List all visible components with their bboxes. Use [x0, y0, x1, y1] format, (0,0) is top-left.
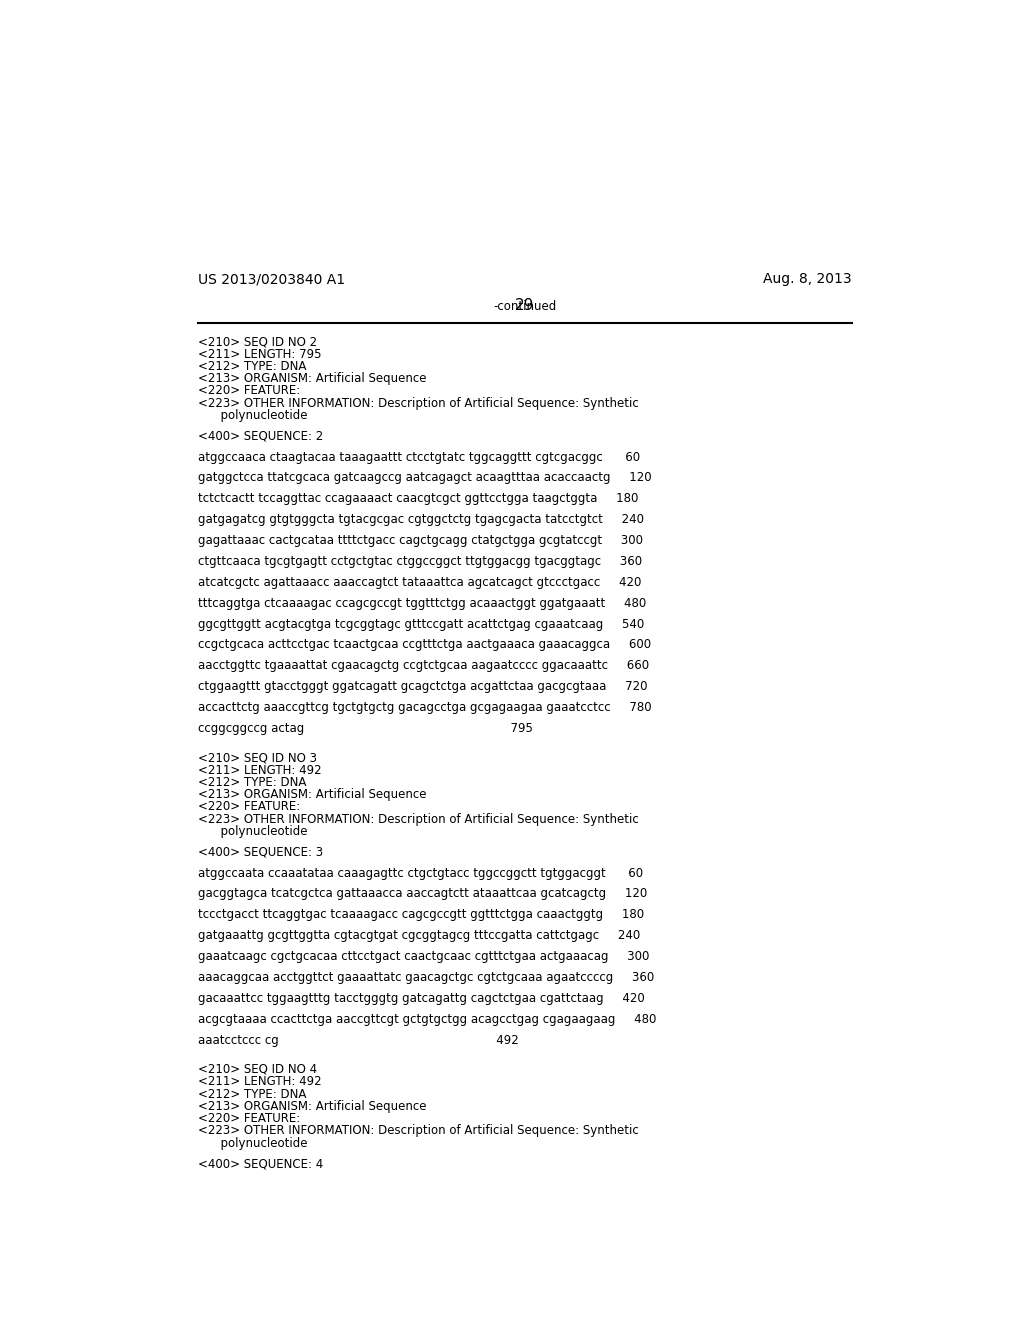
- Text: <211> LENGTH: 492: <211> LENGTH: 492: [198, 1076, 322, 1088]
- Text: tttcaggtga ctcaaaagac ccagcgccgt tggtttctgg acaaactggt ggatgaaatt     480: tttcaggtga ctcaaaagac ccagcgccgt tggtttc…: [198, 597, 646, 610]
- Text: atggccaata ccaaatataa caaagagttc ctgctgtacc tggccggctt tgtggacggt      60: atggccaata ccaaatataa caaagagttc ctgctgt…: [198, 867, 643, 879]
- Text: aaacaggcaa acctggttct gaaaattatc gaacagctgc cgtctgcaaa agaatccccg     360: aaacaggcaa acctggttct gaaaattatc gaacagc…: [198, 972, 654, 983]
- Text: Aug. 8, 2013: Aug. 8, 2013: [763, 272, 852, 286]
- Text: <210> SEQ ID NO 3: <210> SEQ ID NO 3: [198, 751, 316, 764]
- Text: <212> TYPE: DNA: <212> TYPE: DNA: [198, 776, 306, 789]
- Text: aacctggttc tgaaaattat cgaacagctg ccgtctgcaa aagaatcccc ggacaaattc     660: aacctggttc tgaaaattat cgaacagctg ccgtctg…: [198, 659, 649, 672]
- Text: <220> FEATURE:: <220> FEATURE:: [198, 1111, 300, 1125]
- Text: ggcgttggtt acgtacgtga tcgcggtagc gtttccgatt acattctgag cgaaatcaag     540: ggcgttggtt acgtacgtga tcgcggtagc gtttccg…: [198, 618, 644, 631]
- Text: polynucleotide: polynucleotide: [198, 409, 307, 422]
- Text: <223> OTHER INFORMATION: Description of Artificial Sequence: Synthetic: <223> OTHER INFORMATION: Description of …: [198, 813, 639, 825]
- Text: polynucleotide: polynucleotide: [198, 1137, 307, 1150]
- Text: atcatcgctc agattaaacc aaaccagtct tataaattca agcatcagct gtccctgacc     420: atcatcgctc agattaaacc aaaccagtct tataaat…: [198, 576, 641, 589]
- Text: ccgctgcaca acttcctgac tcaactgcaa ccgtttctga aactgaaaca gaaacaggca     600: ccgctgcaca acttcctgac tcaactgcaa ccgtttc…: [198, 639, 651, 651]
- Text: accacttctg aaaccgttcg tgctgtgctg gacagcctga gcgagaagaa gaaatcctcc     780: accacttctg aaaccgttcg tgctgtgctg gacagcc…: [198, 701, 651, 714]
- Text: gagattaaac cactgcataa ttttctgacc cagctgcagg ctatgctgga gcgtatccgt     300: gagattaaac cactgcataa ttttctgacc cagctgc…: [198, 535, 643, 546]
- Text: tctctcactt tccaggttac ccagaaaact caacgtcgct ggttcctgga taagctggta     180: tctctcactt tccaggttac ccagaaaact caacgtc…: [198, 492, 638, 506]
- Text: -continued: -continued: [494, 300, 556, 313]
- Text: <213> ORGANISM: Artificial Sequence: <213> ORGANISM: Artificial Sequence: [198, 788, 426, 801]
- Text: gacaaattcc tggaagtttg tacctgggtg gatcagattg cagctctgaa cgattctaag     420: gacaaattcc tggaagtttg tacctgggtg gatcaga…: [198, 991, 644, 1005]
- Text: polynucleotide: polynucleotide: [198, 825, 307, 838]
- Text: tccctgacct ttcaggtgac tcaaaagacc cagcgccgtt ggtttctgga caaactggtg     180: tccctgacct ttcaggtgac tcaaaagacc cagcgcc…: [198, 908, 644, 921]
- Text: <400> SEQUENCE: 2: <400> SEQUENCE: 2: [198, 430, 324, 442]
- Text: ccggcggccg actag                                                       795: ccggcggccg actag 795: [198, 722, 532, 735]
- Text: <211> LENGTH: 795: <211> LENGTH: 795: [198, 347, 322, 360]
- Text: <400> SEQUENCE: 4: <400> SEQUENCE: 4: [198, 1158, 324, 1171]
- Text: <211> LENGTH: 492: <211> LENGTH: 492: [198, 763, 322, 776]
- Text: gatggctcca ttatcgcaca gatcaagccg aatcagagct acaagtttaa acaccaactg     120: gatggctcca ttatcgcaca gatcaagccg aatcaga…: [198, 471, 651, 484]
- Text: gacggtagca tcatcgctca gattaaacca aaccagtctt ataaattcaa gcatcagctg     120: gacggtagca tcatcgctca gattaaacca aaccagt…: [198, 887, 647, 900]
- Text: <220> FEATURE:: <220> FEATURE:: [198, 384, 300, 397]
- Text: <213> ORGANISM: Artificial Sequence: <213> ORGANISM: Artificial Sequence: [198, 1100, 426, 1113]
- Text: gatgagatcg gtgtgggcta tgtacgcgac cgtggctctg tgagcgacta tatcctgtct     240: gatgagatcg gtgtgggcta tgtacgcgac cgtggct…: [198, 513, 644, 527]
- Text: gaaatcaagc cgctgcacaa cttcctgact caactgcaac cgtttctgaa actgaaacag     300: gaaatcaagc cgctgcacaa cttcctgact caactgc…: [198, 950, 649, 964]
- Text: <400> SEQUENCE: 3: <400> SEQUENCE: 3: [198, 846, 323, 859]
- Text: ctgttcaaca tgcgtgagtt cctgctgtac ctggccggct ttgtggacgg tgacggtagc     360: ctgttcaaca tgcgtgagtt cctgctgtac ctggccg…: [198, 554, 642, 568]
- Text: <223> OTHER INFORMATION: Description of Artificial Sequence: Synthetic: <223> OTHER INFORMATION: Description of …: [198, 396, 639, 409]
- Text: <212> TYPE: DNA: <212> TYPE: DNA: [198, 1088, 306, 1101]
- Text: ctggaagttt gtacctgggt ggatcagatt gcagctctga acgattctaa gacgcgtaaa     720: ctggaagttt gtacctgggt ggatcagatt gcagctc…: [198, 680, 647, 693]
- Text: <223> OTHER INFORMATION: Description of Artificial Sequence: Synthetic: <223> OTHER INFORMATION: Description of …: [198, 1125, 639, 1138]
- Text: 29: 29: [515, 297, 535, 313]
- Text: atggccaaca ctaagtacaa taaagaattt ctcctgtatc tggcaggttt cgtcgacggc      60: atggccaaca ctaagtacaa taaagaattt ctcctgt…: [198, 450, 640, 463]
- Text: <213> ORGANISM: Artificial Sequence: <213> ORGANISM: Artificial Sequence: [198, 372, 426, 385]
- Text: acgcgtaaaa ccacttctga aaccgttcgt gctgtgctgg acagcctgag cgagaagaag     480: acgcgtaaaa ccacttctga aaccgttcgt gctgtgc…: [198, 1012, 656, 1026]
- Text: gatgaaattg gcgttggtta cgtacgtgat cgcggtagcg tttccgatta cattctgagc     240: gatgaaattg gcgttggtta cgtacgtgat cgcggta…: [198, 929, 640, 942]
- Text: US 2013/0203840 A1: US 2013/0203840 A1: [198, 272, 345, 286]
- Text: <210> SEQ ID NO 4: <210> SEQ ID NO 4: [198, 1063, 317, 1076]
- Text: <210> SEQ ID NO 2: <210> SEQ ID NO 2: [198, 335, 317, 348]
- Text: <212> TYPE: DNA: <212> TYPE: DNA: [198, 360, 306, 372]
- Text: aaatcctccc cg                                                          492: aaatcctccc cg 492: [198, 1034, 518, 1047]
- Text: <220> FEATURE:: <220> FEATURE:: [198, 800, 300, 813]
